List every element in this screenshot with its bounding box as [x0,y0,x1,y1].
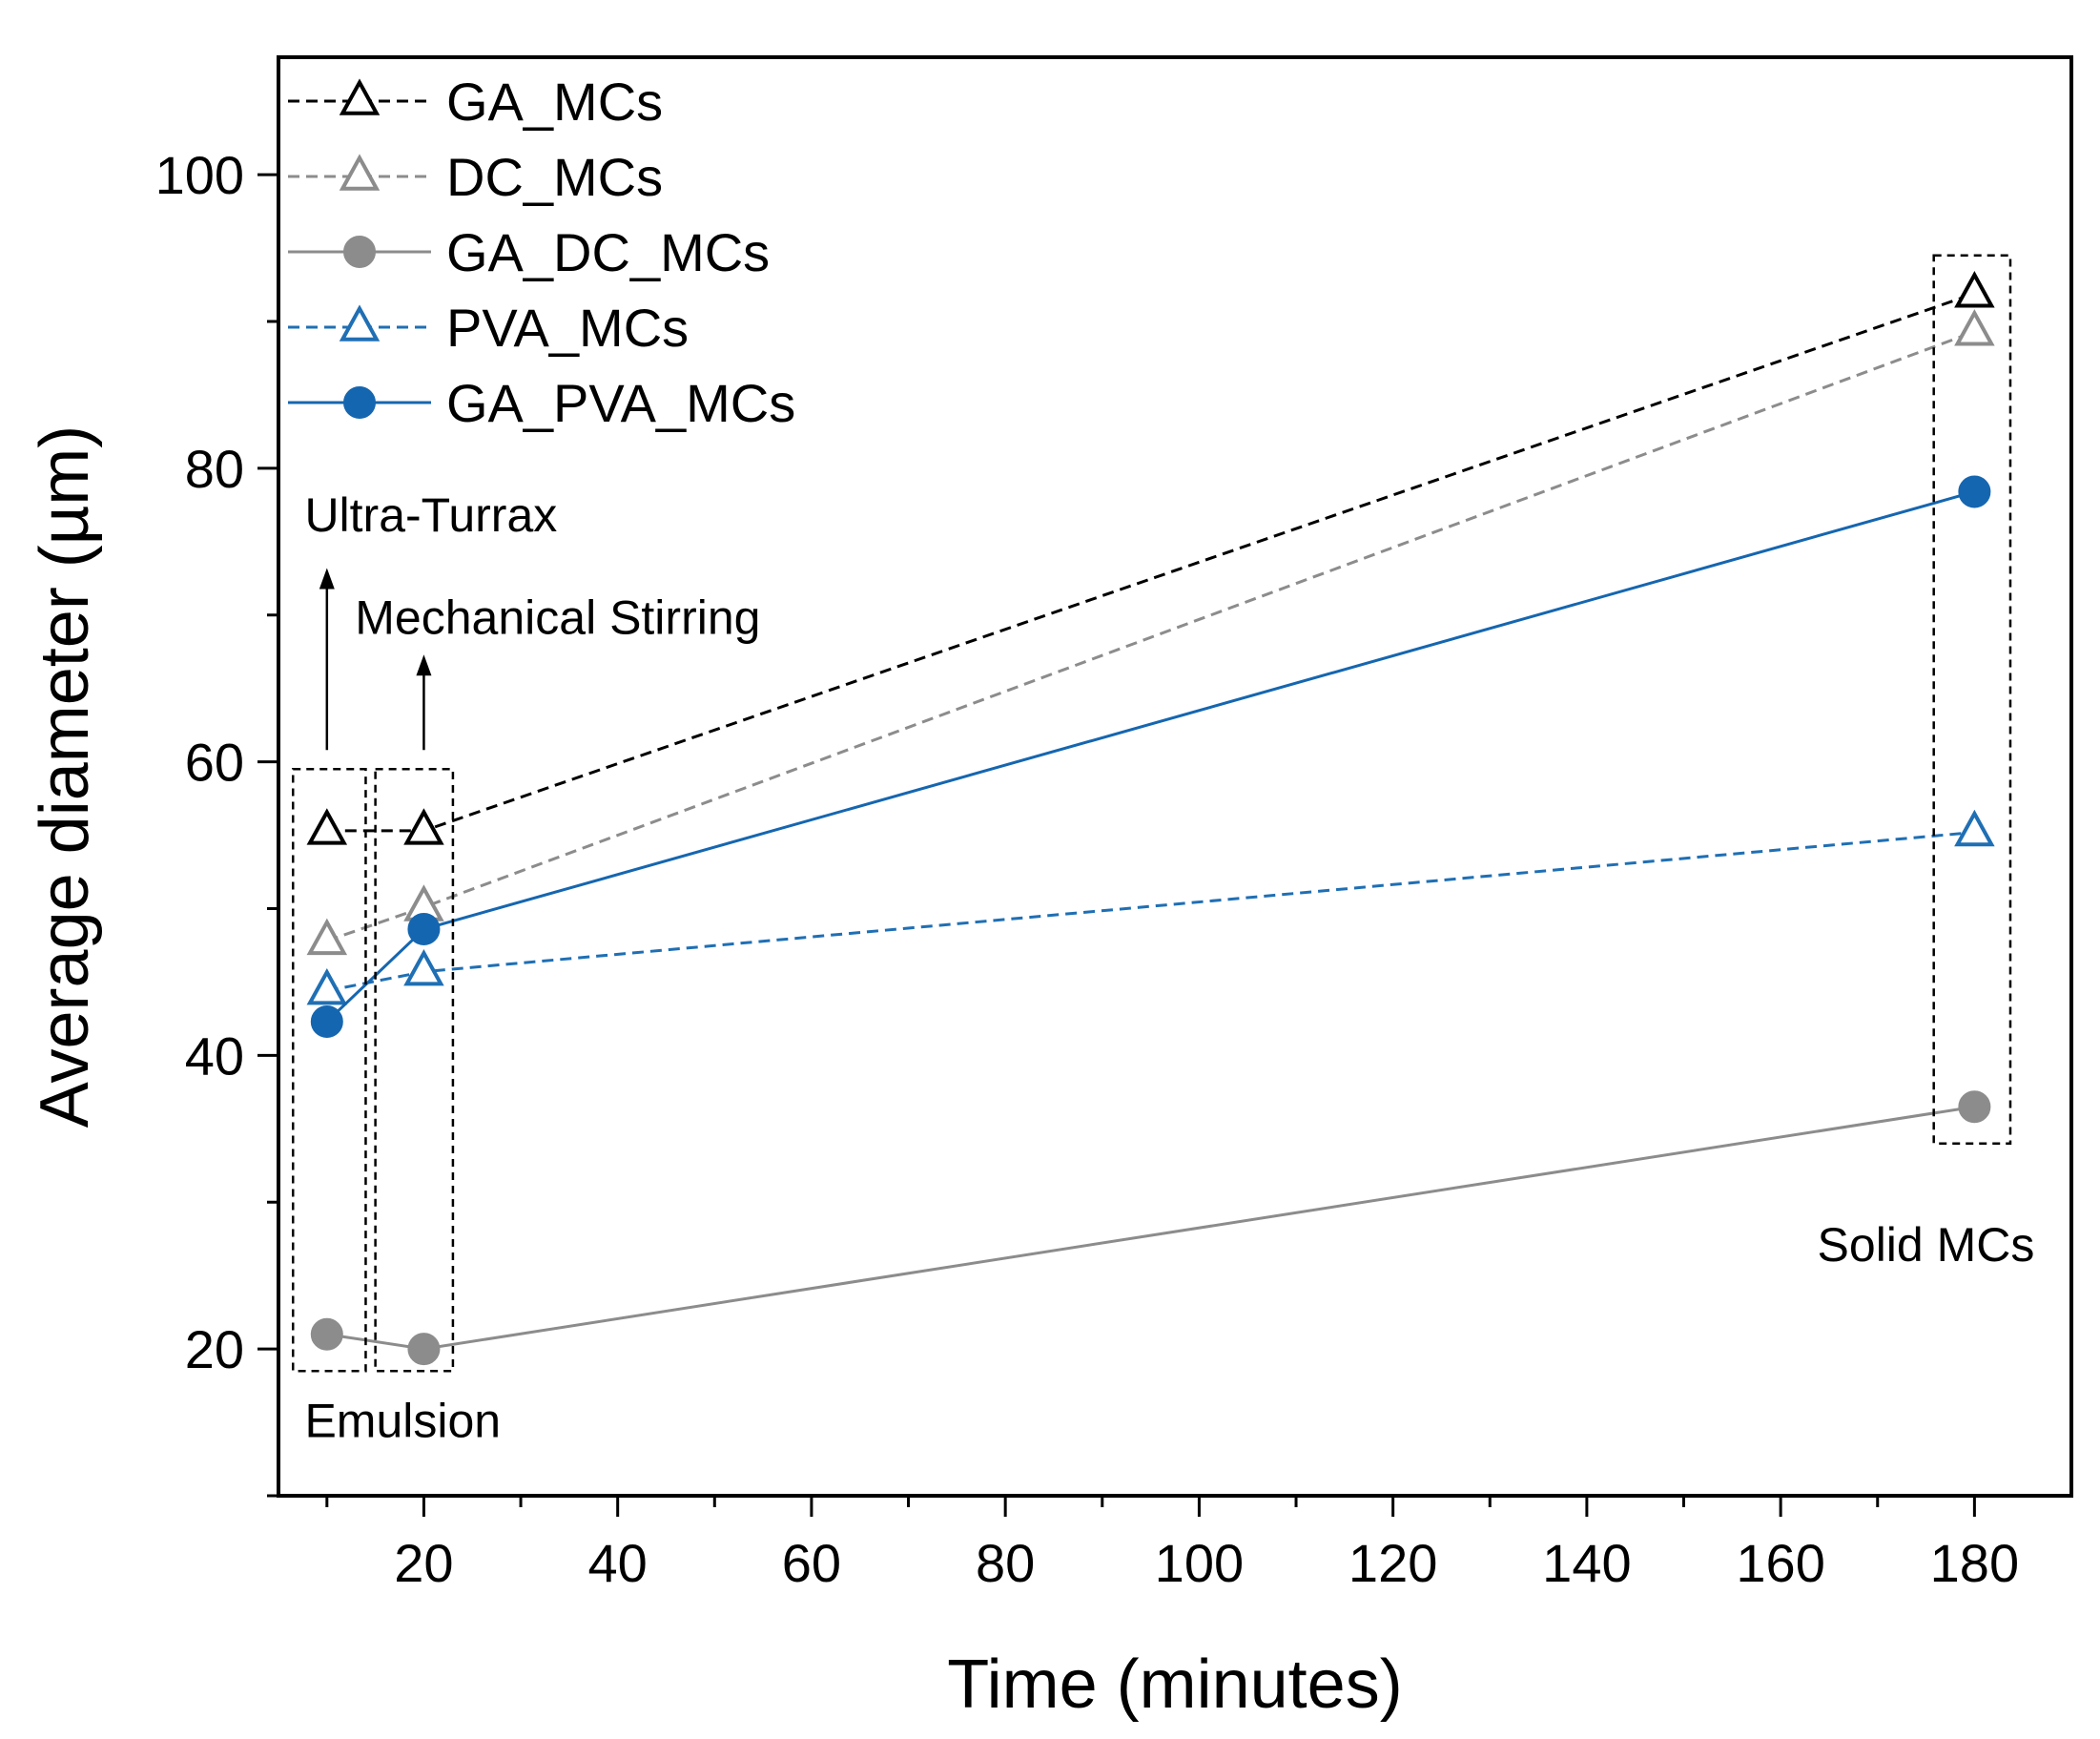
series-line-ga-dc-mcs [326,1105,1975,1351]
series-ga-pva-mcs [310,475,1991,1038]
axis-ticks: 20 40 60 80 100 120 140 160 180 20 40 60 80 100 [155,145,2020,1593]
legend-label: GA_MCs [446,72,663,132]
x-tick-label: 40 [588,1533,648,1593]
arrowhead [319,568,335,590]
data-point-ga-mcs [1954,271,1995,308]
x-tick-label: 100 [1155,1533,1244,1593]
data-point-ga-mcs [403,808,444,845]
data-point-dc-mcs [1954,309,1995,346]
y-tick-label: 60 [185,733,244,793]
legend-item-dc-mcs: DC_MCs [288,147,663,207]
x-tick-label: 180 [1930,1533,2019,1593]
legend-swatch-marker [343,386,376,419]
annotation-ultra-turrax: Ultra-Turrax [304,488,557,542]
x-tick-label: 20 [394,1533,453,1593]
legend-label: GA_DC_MCs [446,222,770,282]
series-line-ga-pva-mcs [325,490,1975,1024]
data-point-ga-pva-mcs [1958,475,1991,508]
annotation-emulsion: Emulsion [304,1394,501,1447]
legend-label: GA_PVA_MCs [446,373,795,433]
series-layer [306,271,1995,1366]
series-ga-dc-mcs [310,1090,1991,1366]
y-tick-label: 80 [185,439,244,499]
x-tick-label: 120 [1349,1533,1437,1593]
x-tick-label: 60 [782,1533,841,1593]
legend-label: DC_MCs [446,147,663,207]
series-line-dc-mcs [326,330,1975,942]
series-dc-mcs [306,309,1995,956]
legend-item-pva-mcs: PVA_MCs [288,298,689,358]
annotations: Ultra-Turrax Mechanical Stirring Emulsion S… [291,254,2035,1447]
data-point-ga-pva-mcs [407,913,441,946]
data-point-ga-mcs [306,808,348,845]
y-axis-title: Average diameter (µm) [27,425,103,1128]
legend-label: PVA_MCs [446,298,689,358]
data-point-ga-dc-mcs [1958,1090,1991,1124]
annotation-solid-mcs: Solid MCs [1818,1218,2035,1272]
data-point-ga-dc-mcs [407,1333,441,1366]
data-point-ga-pva-mcs [310,1004,343,1038]
legend-item-ga-mcs: GA_MCs [288,72,663,132]
series-line-pva-mcs [326,830,1975,993]
data-point-pva-mcs [403,948,444,986]
x-tick-label: 160 [1736,1533,1824,1593]
legend-swatch-marker [339,304,381,342]
group-box [291,768,367,1373]
data-point-pva-mcs [306,967,348,1005]
legend-item-ga-dc-mcs: GA_DC_MCs [288,222,770,282]
legend-swatch-marker [343,236,376,268]
plot-frame [277,55,2073,1498]
y-tick-label: 100 [155,145,244,205]
group-box [374,768,455,1373]
data-point-pva-mcs [1954,809,1995,847]
legend-swatch-marker [339,78,381,115]
y-tick-label: 20 [185,1319,244,1379]
legend: GA_MCs DC_MCs GA_DC_MCs PVA_MCs GA_PVA_MCs [288,72,795,433]
arrowhead [416,654,432,676]
data-point-dc-mcs [306,918,348,956]
group-box [1932,254,2012,1145]
series-ga-mcs [306,271,1995,845]
legend-swatch-marker [339,154,381,191]
x-tick-label: 80 [976,1533,1035,1593]
annotation-mechanical-stirring: Mechanical Stirring [355,591,760,645]
x-tick-label: 140 [1542,1533,1631,1593]
series-pva-mcs [306,809,1995,1005]
data-point-ga-dc-mcs [310,1317,343,1351]
x-axis-title: Time (minutes) [947,1646,1402,1723]
legend-item-ga-pva-mcs: GA_PVA_MCs [288,373,795,433]
y-tick-label: 40 [185,1025,244,1086]
